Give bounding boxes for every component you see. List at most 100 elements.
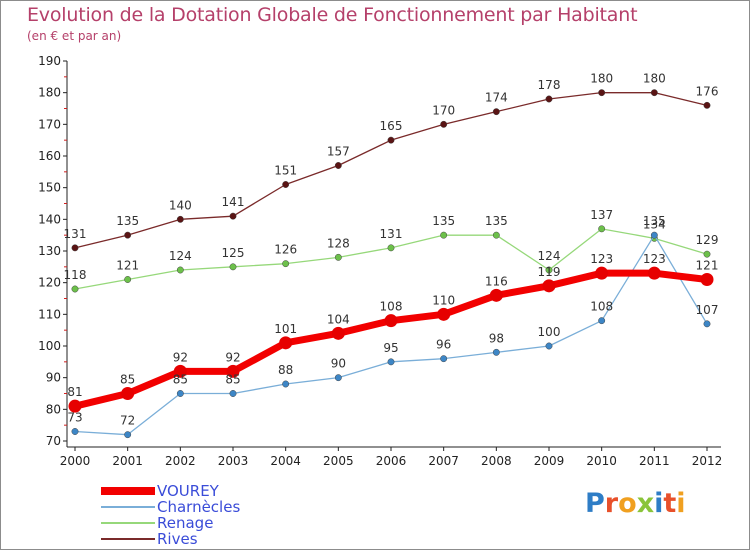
y-tick-label-120: 120 [38, 276, 61, 290]
legend-item-charnecles: Charnècles [101, 498, 401, 516]
point-renage-2007 [440, 231, 448, 239]
legend-swatch-charnecles [101, 506, 155, 508]
point-renage-2010 [598, 225, 606, 233]
point-charnecles-2001 [124, 431, 132, 439]
x-tick-label-2011: 2011 [639, 454, 670, 468]
data-label-charnecles-2010: 108 [590, 300, 613, 314]
logo-letter: t [663, 488, 677, 519]
y-tick-label-150: 150 [38, 181, 61, 195]
point-renage-2008 [492, 231, 500, 239]
x-tick-label-2004: 2004 [270, 454, 301, 468]
data-label-vourey-2000: 81 [67, 385, 82, 399]
data-labels-layer: 131 135 140 141 151 157 165 170 174 178 180 180 176 1… [64, 72, 719, 428]
logo-letter: i [676, 488, 686, 519]
legend-label-rives: Rives [157, 530, 198, 548]
point-charnecles-2008 [492, 348, 500, 356]
data-label-renage-2006: 131 [380, 227, 403, 241]
logo-letter: x [636, 488, 655, 519]
point-vourey-2012 [700, 273, 714, 286]
chart-subtitle: (en € et par an) [27, 29, 122, 43]
data-label-renage-2012: 129 [696, 233, 719, 247]
x-tick-label-2012: 2012 [692, 454, 723, 468]
data-label-charnecles-2001: 72 [120, 414, 135, 428]
point-rives-2012 [703, 101, 711, 109]
logo-letter: r [604, 488, 619, 519]
data-label-rives-2007: 170 [432, 103, 455, 117]
legend-item-renage: Renage [101, 514, 401, 532]
point-charnecles-2000 [71, 428, 79, 435]
point-charnecles-2002 [176, 390, 184, 397]
point-vourey-2009 [542, 279, 556, 293]
point-rives-2008 [492, 108, 500, 116]
data-label-charnecles-2012: 107 [696, 303, 719, 317]
point-vourey-2011 [647, 266, 661, 280]
data-label-rives-2011: 180 [643, 72, 666, 86]
data-label-renage-2009: 124 [538, 249, 561, 263]
legend-swatch-vourey [101, 487, 155, 495]
x-tick-label-2008: 2008 [481, 454, 512, 468]
legend: VOUREY Charnècles Renage Rives [101, 482, 401, 548]
point-vourey-2010 [595, 266, 609, 280]
data-label-rives-2006: 165 [380, 119, 403, 133]
data-label-vourey-2002: 92 [173, 350, 188, 364]
point-vourey-2002 [173, 364, 187, 378]
data-label-renage-2008: 135 [485, 214, 508, 228]
axes: 70 80 90 100 110 120 130 140 150 160 170 180 190 2000… [38, 54, 722, 468]
x-tick-label-2010: 2010 [586, 454, 617, 468]
logo-letter: o [618, 488, 637, 519]
series-line-vourey [71, 269, 711, 410]
data-label-renage-2011: 134 [643, 217, 666, 231]
x-tick-label-2009: 2009 [534, 454, 565, 468]
point-vourey-2005 [331, 326, 345, 340]
data-label-vourey-2006: 108 [380, 300, 403, 314]
data-label-charnecles-2002: 85 [173, 373, 188, 387]
data-label-charnecles-2005: 90 [331, 357, 346, 371]
data-label-renage-2001: 121 [116, 259, 139, 273]
legend-label-charnecles: Charnècles [157, 498, 241, 516]
x-tick-label-2006: 2006 [376, 454, 407, 468]
legend-item-rives: Rives [101, 530, 401, 548]
point-rives-2003 [229, 212, 237, 220]
point-charnecles-2007 [440, 355, 448, 363]
data-label-vourey-2005: 104 [327, 312, 350, 326]
data-label-renage-2003: 125 [222, 246, 245, 260]
point-vourey-2003 [226, 364, 240, 378]
x-tick-label-2007: 2007 [428, 454, 459, 468]
data-label-vourey-2012: 121 [696, 259, 719, 273]
point-rives-2009 [545, 95, 553, 103]
series-layer [68, 89, 714, 439]
logo-letter: i [654, 488, 664, 519]
data-label-rives-2008: 174 [485, 91, 508, 105]
legend-swatch-rives [101, 538, 155, 540]
data-label-charnecles-2006: 95 [383, 341, 398, 355]
y-tick-label-90: 90 [46, 371, 61, 385]
point-rives-2011 [650, 89, 658, 97]
data-label-renage-2007: 135 [432, 214, 455, 228]
point-renage-2006 [387, 244, 395, 252]
data-label-rives-2012: 176 [696, 84, 719, 98]
y-tick-label-180: 180 [38, 86, 61, 100]
y-tick-label-160: 160 [38, 149, 61, 163]
data-label-charnecles-2003: 85 [225, 373, 240, 387]
data-label-rives-2005: 157 [327, 145, 350, 159]
data-label-charnecles-2000: 73 [67, 411, 82, 425]
point-rives-2002 [176, 215, 184, 223]
point-vourey-2007 [437, 307, 451, 321]
point-vourey-2004 [279, 336, 293, 350]
chart-title: Evolution de la Dotation Globale de Fonc… [27, 4, 638, 26]
data-label-charnecles-2007: 96 [436, 338, 451, 352]
data-label-renage-2005: 128 [327, 236, 350, 250]
data-label-vourey-2004: 101 [274, 322, 297, 336]
logo-letter: P [585, 488, 605, 519]
data-label-renage-2010: 137 [590, 208, 613, 222]
y-tick-label-130: 130 [38, 244, 61, 258]
point-rives-2010 [598, 89, 606, 97]
legend-label-vourey: VOUREY [157, 482, 219, 500]
point-charnecles-2003 [229, 390, 237, 397]
point-renage-2012 [703, 250, 711, 258]
data-label-rives-2009: 178 [538, 78, 561, 92]
y-tick-label-100: 100 [38, 339, 61, 353]
y-tick-label-110: 110 [38, 307, 61, 321]
